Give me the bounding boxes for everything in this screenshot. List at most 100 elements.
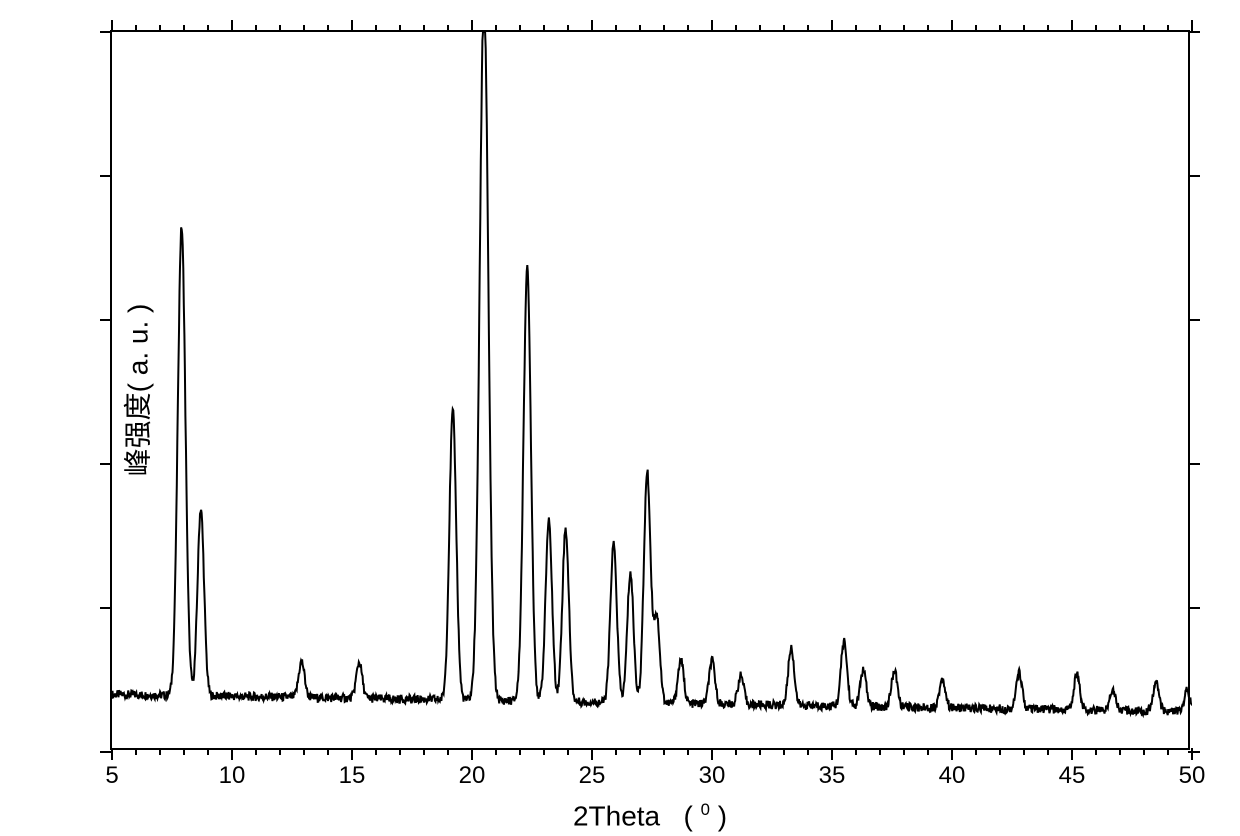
x-tick-label: 35 bbox=[819, 762, 846, 790]
y-tick-right bbox=[1188, 463, 1200, 465]
y-tick-right bbox=[1188, 607, 1200, 609]
x-tick-major bbox=[1071, 748, 1073, 760]
x-tick-label: 50 bbox=[1179, 762, 1206, 790]
x-tick-minor-top bbox=[975, 25, 977, 32]
x-tick-minor bbox=[999, 748, 1001, 755]
x-tick-major bbox=[111, 748, 113, 760]
x-tick-minor bbox=[375, 748, 377, 755]
x-tick-minor bbox=[303, 748, 305, 755]
x-tick-major-top bbox=[231, 20, 233, 32]
x-tick-minor-top bbox=[687, 25, 689, 32]
x-tick-label: 15 bbox=[339, 762, 366, 790]
x-tick-minor-top bbox=[159, 25, 161, 32]
x-tick-major-top bbox=[831, 20, 833, 32]
x-tick-minor-top bbox=[783, 25, 785, 32]
x-tick-minor-top bbox=[543, 25, 545, 32]
y-tick bbox=[100, 319, 112, 321]
x-tick-minor bbox=[159, 748, 161, 755]
x-tick-minor bbox=[807, 748, 809, 755]
x-tick-minor-top bbox=[663, 25, 665, 32]
plot-area: 5101520253035404550 bbox=[110, 30, 1190, 750]
xrd-spectrum-line bbox=[112, 32, 1192, 752]
x-tick-major bbox=[831, 748, 833, 760]
x-tick-minor-top bbox=[639, 25, 641, 32]
x-tick-minor-top bbox=[279, 25, 281, 32]
x-tick-major-top bbox=[951, 20, 953, 32]
x-tick-minor-top bbox=[399, 25, 401, 32]
x-tick-minor-top bbox=[735, 25, 737, 32]
x-tick-minor bbox=[183, 748, 185, 755]
x-tick-minor-top bbox=[135, 25, 137, 32]
x-tick-minor bbox=[759, 748, 761, 755]
x-tick-minor-top bbox=[1023, 25, 1025, 32]
x-tick-minor bbox=[399, 748, 401, 755]
x-tick-minor bbox=[687, 748, 689, 755]
x-tick-major bbox=[951, 748, 953, 760]
y-tick bbox=[100, 463, 112, 465]
x-tick-label: 45 bbox=[1059, 762, 1086, 790]
x-tick-minor bbox=[135, 748, 137, 755]
x-tick-minor-top bbox=[327, 25, 329, 32]
x-tick-major-top bbox=[471, 20, 473, 32]
x-tick-major-top bbox=[711, 20, 713, 32]
y-tick-right bbox=[1188, 31, 1200, 33]
x-tick-minor-top bbox=[855, 25, 857, 32]
x-tick-minor-top bbox=[759, 25, 761, 32]
y-tick bbox=[100, 175, 112, 177]
x-tick-label: 5 bbox=[105, 762, 118, 790]
x-tick-major-top bbox=[1071, 20, 1073, 32]
x-tick-minor bbox=[1047, 748, 1049, 755]
x-tick-minor-top bbox=[1047, 25, 1049, 32]
x-tick-minor bbox=[327, 748, 329, 755]
x-tick-minor bbox=[255, 748, 257, 755]
x-tick-minor-top bbox=[1167, 25, 1169, 32]
x-tick-minor bbox=[423, 748, 425, 755]
x-tick-minor-top bbox=[447, 25, 449, 32]
x-tick-minor bbox=[615, 748, 617, 755]
x-tick-minor-top bbox=[303, 25, 305, 32]
x-tick-minor bbox=[663, 748, 665, 755]
x-tick-minor-top bbox=[927, 25, 929, 32]
x-tick-minor bbox=[495, 748, 497, 755]
x-tick-major bbox=[231, 748, 233, 760]
x-tick-minor bbox=[1167, 748, 1169, 755]
x-tick-major bbox=[711, 748, 713, 760]
x-tick-minor bbox=[879, 748, 881, 755]
x-tick-minor bbox=[975, 748, 977, 755]
x-tick-minor-top bbox=[423, 25, 425, 32]
x-tick-minor bbox=[279, 748, 281, 755]
x-tick-minor bbox=[543, 748, 545, 755]
x-tick-minor-top bbox=[903, 25, 905, 32]
x-tick-major bbox=[351, 748, 353, 760]
x-tick-minor-top bbox=[1119, 25, 1121, 32]
x-tick-minor bbox=[903, 748, 905, 755]
x-tick-minor bbox=[855, 748, 857, 755]
x-tick-minor-top bbox=[1143, 25, 1145, 32]
x-tick-minor-top bbox=[255, 25, 257, 32]
x-tick-minor bbox=[207, 748, 209, 755]
x-tick-minor-top bbox=[207, 25, 209, 32]
x-tick-minor bbox=[927, 748, 929, 755]
x-tick-minor bbox=[1143, 748, 1145, 755]
x-tick-minor bbox=[1119, 748, 1121, 755]
x-tick-major-top bbox=[351, 20, 353, 32]
x-tick-minor-top bbox=[567, 25, 569, 32]
x-tick-minor bbox=[735, 748, 737, 755]
y-tick-right bbox=[1188, 319, 1200, 321]
x-tick-minor bbox=[1023, 748, 1025, 755]
y-tick bbox=[100, 751, 112, 753]
x-tick-label: 10 bbox=[219, 762, 246, 790]
x-tick-minor-top bbox=[375, 25, 377, 32]
x-tick-major bbox=[591, 748, 593, 760]
x-tick-minor-top bbox=[807, 25, 809, 32]
x-tick-major bbox=[471, 748, 473, 760]
x-tick-major bbox=[1191, 748, 1193, 760]
x-tick-label: 40 bbox=[939, 762, 966, 790]
x-tick-minor bbox=[1095, 748, 1097, 755]
x-tick-minor-top bbox=[495, 25, 497, 32]
x-tick-minor-top bbox=[999, 25, 1001, 32]
x-tick-minor-top bbox=[1095, 25, 1097, 32]
x-tick-minor-top bbox=[519, 25, 521, 32]
x-tick-minor-top bbox=[615, 25, 617, 32]
x-axis-title: 2Theta ( 0 ) bbox=[573, 800, 727, 832]
